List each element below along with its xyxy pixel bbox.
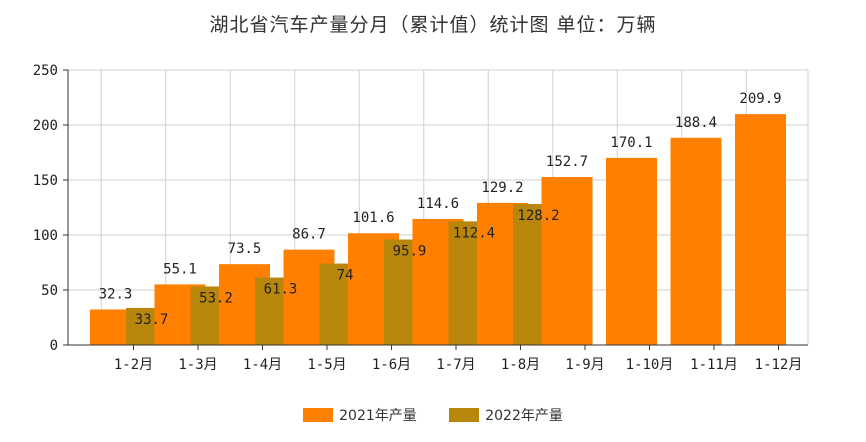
x-tick-label-0: 1-2月: [114, 357, 153, 373]
x-tick-label-2: 1-4月: [243, 357, 282, 373]
data-label-2022-0: 33.7: [135, 312, 169, 328]
y-tick-label-4: 200: [33, 118, 58, 134]
legend-item-2022[interactable]: 2022年产量: [449, 405, 563, 425]
legend-swatch-2022: [449, 408, 480, 422]
data-label-2022-2: 61.3: [264, 282, 298, 298]
data-label-2022-4: 95.9: [393, 244, 427, 260]
y-tick-label-1: 50: [41, 283, 58, 299]
x-tick-label-6: 1-8月: [501, 357, 540, 373]
data-label-2021-3: 86.7: [292, 227, 326, 243]
y-tick-label-0: 0: [50, 338, 58, 354]
data-label-2022-5: 112.4: [453, 225, 495, 241]
bar-2021-8: [606, 157, 657, 345]
data-label-2022-6: 128.2: [517, 208, 559, 224]
bar-2021-9: [670, 137, 722, 345]
legend: 2021年产量 2022年产量: [0, 405, 866, 426]
bar-2021-7: [541, 177, 593, 345]
legend-label-2021: 2021年产量: [339, 408, 417, 424]
data-label-2021-1: 55.1: [163, 261, 197, 277]
legend-swatch-2021: [303, 408, 334, 422]
legend-label-2022: 2022年产量: [485, 408, 563, 424]
x-tick-label-7: 1-9月: [565, 357, 604, 373]
x-tick-label-9: 1-11月: [690, 357, 738, 373]
y-tick-label-3: 150: [33, 173, 58, 189]
x-tick-label-4: 1-6月: [372, 357, 411, 373]
data-label-2021-8: 170.1: [610, 135, 652, 151]
y-tick-label-5: 250: [33, 63, 58, 79]
data-label-2021-7: 152.7: [546, 154, 588, 170]
data-label-2021-2: 73.5: [228, 241, 262, 257]
x-tick-label-5: 1-7月: [436, 357, 475, 373]
data-label-2021-9: 188.4: [675, 115, 717, 131]
data-label-2021-5: 114.6: [417, 196, 459, 212]
x-tick-label-1: 1-3月: [178, 357, 217, 373]
data-label-2021-4: 101.6: [352, 210, 394, 226]
data-label-2021-0: 32.3: [99, 286, 133, 302]
chart-title: 湖北省汽车产量分月（累计值）统计图 单位：万辆: [209, 14, 657, 36]
x-tick-label-8: 1-10月: [626, 357, 674, 373]
bar-2021-10: [735, 114, 786, 345]
x-tick-label-3: 1-5月: [307, 357, 346, 373]
chart-plot: 0 50 100 150 200 250 1-2月 1-3月 1-4月 1-5月 1-6月 1-7月 1…: [33, 63, 809, 373]
y-tick-label-2: 100: [33, 228, 58, 244]
x-tick-label-10: 1-12月: [755, 357, 803, 373]
data-label-2022-1: 53.2: [199, 290, 233, 306]
data-label-2021-10: 209.9: [739, 91, 781, 107]
data-label-2021-6: 129.2: [481, 180, 523, 196]
legend-item-2021[interactable]: 2021年产量: [303, 405, 417, 425]
data-label-2022-3: 74: [337, 268, 354, 284]
